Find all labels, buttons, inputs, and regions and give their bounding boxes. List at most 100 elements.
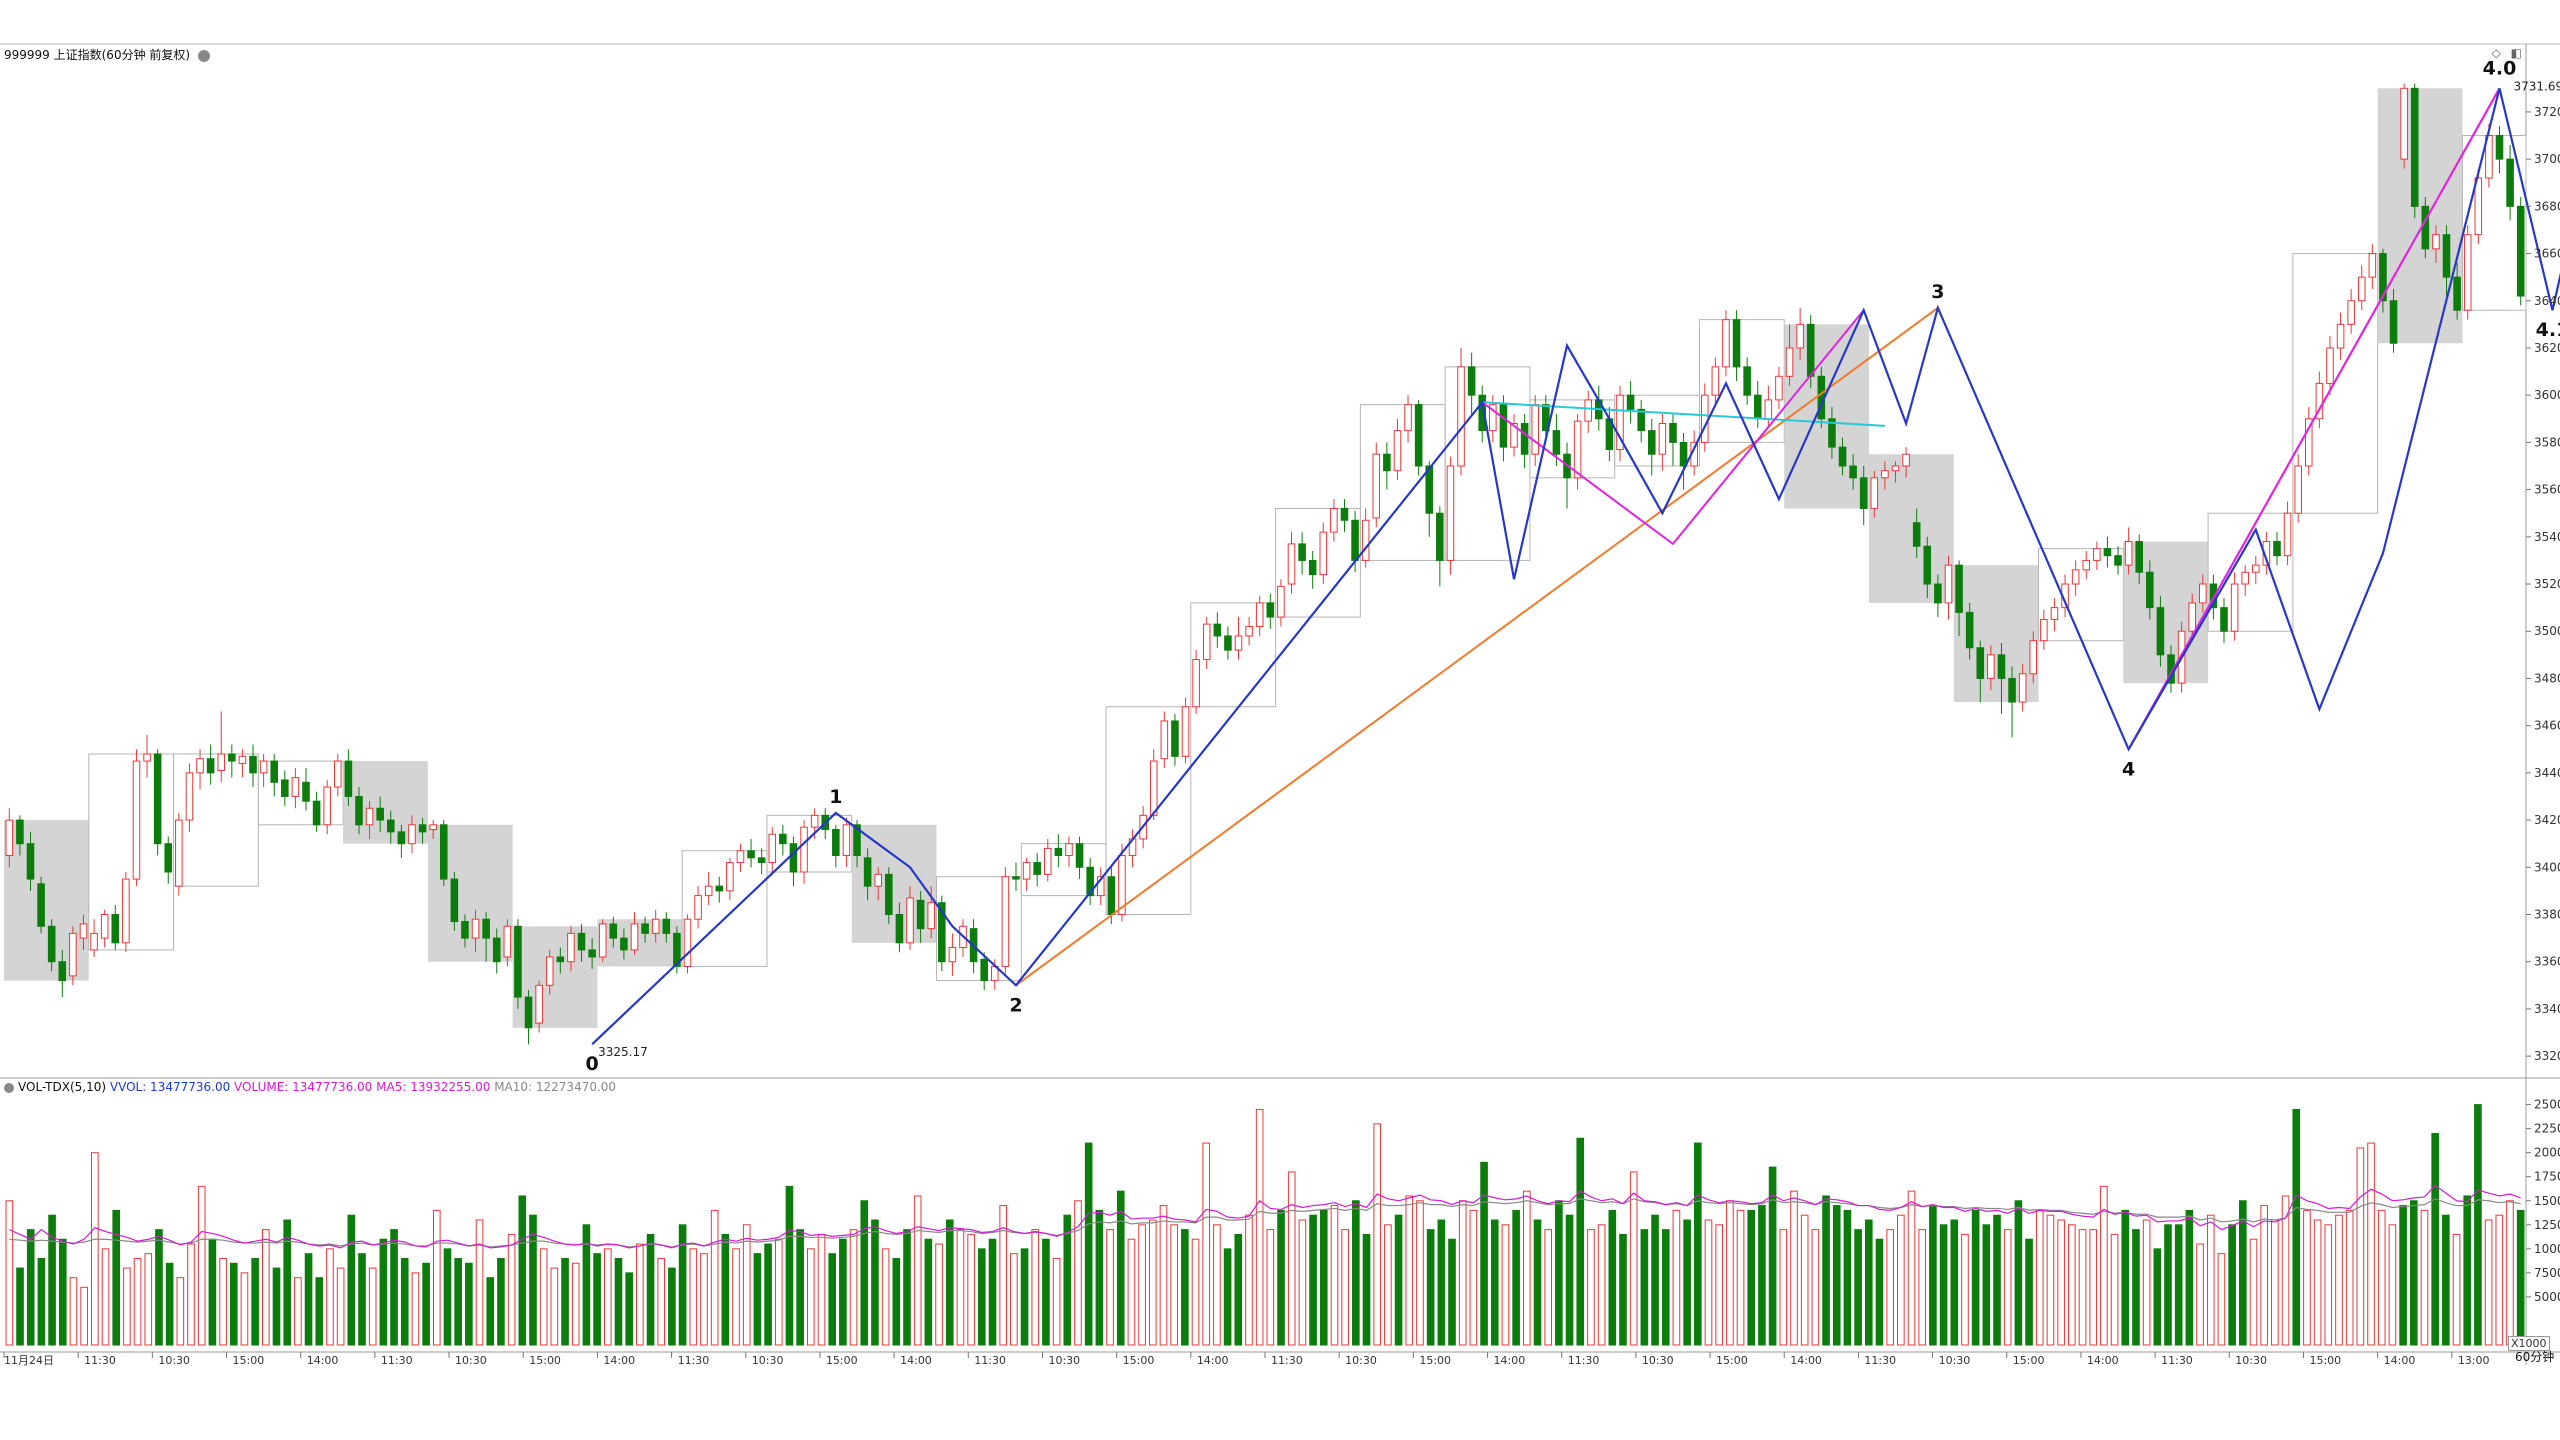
candle-body: [429, 824, 437, 831]
volume-bar: [1672, 1209, 1681, 1346]
time-tick-label: 10:30: [158, 1354, 190, 1367]
candle-body: [1457, 366, 1465, 467]
low-price-label: 3325.17: [598, 1045, 648, 1059]
candle-body: [291, 777, 300, 797]
volume-bar: [956, 1229, 965, 1346]
candle-body: [1647, 430, 1656, 455]
candle-body: [1086, 866, 1094, 897]
candle-body: [1775, 375, 1783, 401]
candle-body: [1192, 659, 1200, 708]
candle-body: [2103, 548, 2112, 557]
high-price-label: 3731.69: [2514, 79, 2560, 93]
consolidation-box: [1275, 507, 1361, 618]
candle-body: [1722, 319, 1730, 368]
candle-body: [895, 913, 904, 944]
candle-body: [2463, 234, 2472, 311]
time-tick-label: 15:00: [1716, 1354, 1748, 1367]
candle-body: [1552, 430, 1561, 455]
diamond-icon[interactable]: ◇: [2491, 46, 2501, 60]
volume-bar: [2078, 1229, 2087, 1346]
time-tick-label: 14:00: [900, 1354, 932, 1367]
volume-bar: [2345, 1209, 2354, 1346]
volume-bar: [1597, 1224, 1606, 1346]
candle-body: [535, 984, 543, 1024]
price-tick-label: 3700: [2534, 152, 2560, 166]
volume-bar: [1074, 1200, 1082, 1346]
volume-bar: [1352, 1200, 1360, 1346]
volume-bar: [1982, 1224, 1991, 1346]
price-tick-label: 3560: [2534, 483, 2560, 497]
volume-bar: [2174, 1224, 2183, 1346]
wave-point-label: 2: [1009, 994, 1022, 1016]
price-tick-label: 3440: [2534, 766, 2560, 780]
candle-body: [980, 958, 988, 982]
candle-body: [2442, 234, 2451, 278]
volume-bar: [1191, 1238, 1200, 1346]
volume-bar: [272, 1267, 281, 1346]
candle-body: [1033, 862, 1041, 875]
volume-bar: [1245, 1214, 1253, 1346]
candle-body: [503, 925, 512, 958]
volume-bar: [1010, 1253, 1018, 1346]
candle-body: [609, 923, 618, 939]
volume-bar: [390, 1229, 398, 1346]
volume-bar: [1843, 1209, 1852, 1346]
candle-body: [1075, 843, 1084, 868]
period-label[interactable]: 60分钟: [2515, 1350, 2555, 1364]
volume-bar: [593, 1253, 601, 1346]
candle-body: [641, 923, 649, 934]
candle-body: [1955, 564, 1963, 613]
volume-tick-label: 17500: [2534, 1170, 2560, 1184]
candle-body: [768, 833, 777, 864]
circle-menu-icon[interactable]: [4, 1082, 14, 1093]
candle-body: [1351, 519, 1359, 561]
volume-bar: [1084, 1142, 1093, 1346]
volume-bar: [2046, 1214, 2055, 1346]
volume-bar: [2474, 1104, 2482, 1346]
candle-body: [1870, 477, 1879, 509]
volume-bar: [1523, 1190, 1531, 1346]
volume-bar: [1832, 1205, 1841, 1346]
candle-body: [1849, 465, 1857, 479]
volume-bar: [2196, 1243, 2204, 1346]
volume-bar: [881, 1248, 890, 1346]
window-restore-icon[interactable]: ◧: [2510, 46, 2522, 60]
volume-bar: [454, 1257, 462, 1346]
volume-bar: [710, 1209, 719, 1346]
candle-body: [1277, 585, 1285, 618]
candle-body: [206, 758, 215, 774]
volume-bar: [625, 1272, 633, 1346]
candle-body: [1934, 583, 1942, 604]
candle-body: [2326, 347, 2334, 384]
candle-body: [2336, 323, 2345, 349]
volume-bar: [774, 1238, 783, 1346]
candle-body: [1245, 626, 1253, 637]
candle-body: [1001, 876, 1010, 967]
candle-body: [1107, 876, 1116, 915]
candle-body: [2485, 135, 2493, 179]
circle-menu-icon[interactable]: [197, 49, 210, 62]
cyan-neckline: [1482, 401, 1885, 427]
volume-bar: [1170, 1224, 1178, 1346]
consolidation-box: [936, 876, 1022, 982]
candle-body: [153, 753, 162, 845]
volume-bar: [1661, 1229, 1670, 1346]
volume-bar: [26, 1229, 35, 1346]
candle-body: [927, 902, 935, 930]
candle-body: [556, 956, 565, 963]
candle-body: [228, 753, 236, 762]
volume-bar: [2014, 1200, 2023, 1346]
volume-bar: [2260, 1205, 2268, 1346]
volume-bar: [1469, 1209, 1478, 1346]
volume-bar: [1287, 1171, 1296, 1346]
volume-bar: [1437, 1219, 1446, 1346]
candle-body: [1626, 394, 1635, 410]
time-tick-label: 11:30: [678, 1354, 710, 1367]
candle-body: [450, 878, 459, 923]
volume-bar: [2110, 1233, 2119, 1346]
candle-body: [2283, 512, 2292, 557]
volume-bar: [603, 1248, 612, 1346]
volume-tick-label: 25000: [2534, 1098, 2560, 1112]
volume-bar: [2228, 1224, 2236, 1346]
